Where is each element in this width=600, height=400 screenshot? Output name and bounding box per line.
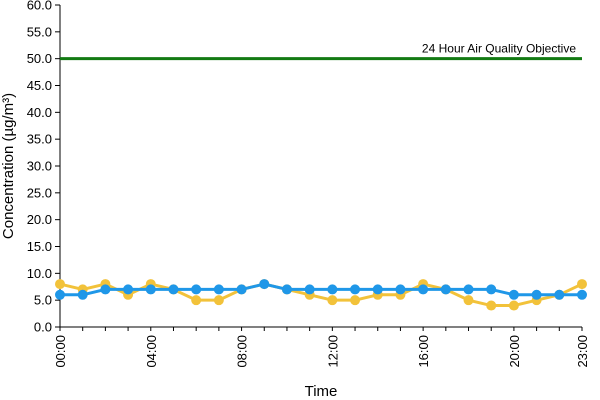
series-1-point xyxy=(213,295,224,306)
y-tick-label: 60.0 xyxy=(27,0,52,13)
series-1-line xyxy=(59,282,583,308)
x-tick-label: 04:00 xyxy=(144,335,159,368)
series-2-point xyxy=(327,284,338,295)
series-2-point xyxy=(145,284,156,295)
y-tick-label: 50.0 xyxy=(27,51,52,66)
x-tick-label: 20:00 xyxy=(507,335,522,368)
series-1-point xyxy=(463,295,474,306)
series-2-point xyxy=(55,289,65,300)
series-2-point xyxy=(77,289,88,300)
x-tick-label: 00:00 xyxy=(53,335,68,368)
series-2-line xyxy=(60,282,582,297)
series-2-point xyxy=(577,289,587,300)
series-1-point xyxy=(577,279,587,290)
series-1-point xyxy=(327,295,338,306)
series-1-point xyxy=(55,279,65,290)
series-1-point xyxy=(486,300,497,311)
x-tick-label: 12:00 xyxy=(325,335,340,368)
y-tick-label: 55.0 xyxy=(27,24,52,39)
y-tick-label: 25.0 xyxy=(27,185,52,200)
x-axis-ticks: 00:00 04:00 08:00 12:00 16:00 20:00 23:00 xyxy=(53,327,590,368)
series-layer xyxy=(55,279,587,311)
series-2-point xyxy=(418,284,429,295)
series-1-point xyxy=(508,300,519,311)
series-1-point xyxy=(191,295,202,306)
y-axis-ticks: 0.0 5.0 10.0 15.0 20.0 25.0 30.0 35.0 40.0 45.0 50… xyxy=(27,0,60,335)
series-2-point xyxy=(531,289,542,300)
y-tick-label: 45.0 xyxy=(27,78,52,93)
series-2-point xyxy=(259,279,270,290)
series-2-point xyxy=(168,284,179,295)
y-tick-label: 35.0 xyxy=(27,132,52,147)
y-axis-title: Concentration (µg/m³) xyxy=(0,93,17,239)
series-2-point xyxy=(508,289,519,300)
series-2-point xyxy=(123,284,134,295)
y-tick-label: 20.0 xyxy=(27,212,52,227)
x-tick-label: 23:00 xyxy=(575,335,590,368)
x-tick-label: 08:00 xyxy=(235,335,250,368)
reference-line-label: 24 Hour Air Quality Objective xyxy=(422,42,576,56)
series-2-point xyxy=(440,284,451,295)
series-2-point xyxy=(372,284,383,295)
series-2-point xyxy=(395,284,406,295)
series-2-point xyxy=(100,284,111,295)
series-2-point xyxy=(463,284,474,295)
y-tick-label: 5.0 xyxy=(34,293,52,308)
series-2-point xyxy=(213,284,224,295)
y-tick-label: 15.0 xyxy=(27,239,52,254)
x-axis-title: Time xyxy=(305,383,338,400)
series-2-point xyxy=(486,284,497,295)
series-2-point xyxy=(281,284,292,295)
series-2-point xyxy=(191,284,202,295)
series-2-point xyxy=(554,289,565,300)
y-tick-label: 10.0 xyxy=(27,266,52,281)
series-2-point xyxy=(350,284,361,295)
series-1-point xyxy=(350,295,361,306)
series-2-point xyxy=(236,284,247,295)
y-tick-label: 30.0 xyxy=(27,159,52,174)
x-tick-label: 16:00 xyxy=(416,335,431,368)
y-tick-label: 40.0 xyxy=(27,105,52,120)
series-2-point xyxy=(304,284,315,295)
y-tick-label: 0.0 xyxy=(34,320,52,335)
